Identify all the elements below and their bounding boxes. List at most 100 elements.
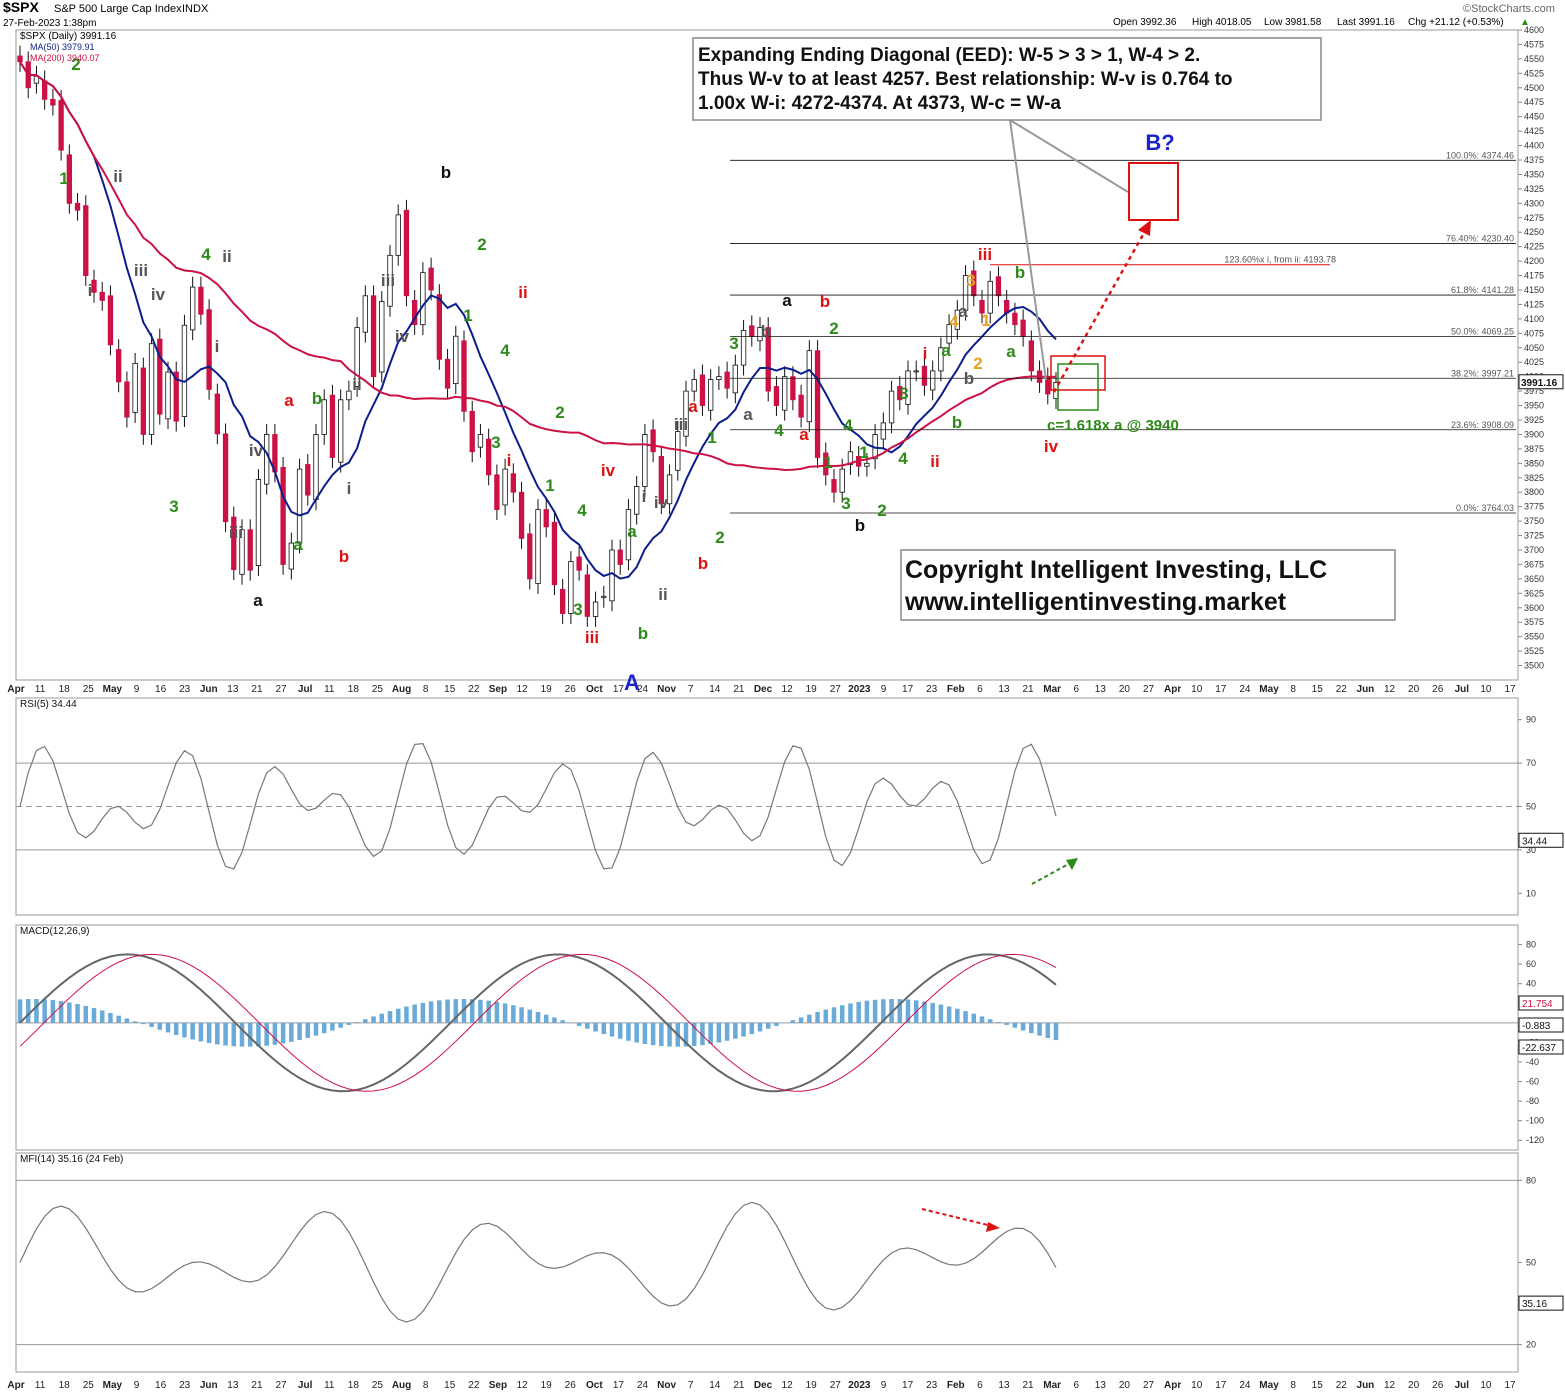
x-axis-label: Jun — [1357, 1380, 1375, 1391]
macd-histogram-bar — [395, 1008, 401, 1023]
candle-body — [1045, 377, 1051, 395]
candle-body — [157, 338, 163, 415]
x-axis-label: 7 — [688, 1380, 694, 1391]
candle-body — [888, 390, 895, 424]
rsi-arrow-line — [1031, 860, 1075, 885]
wave-label: b — [638, 624, 648, 643]
wave-label: 2 — [877, 501, 886, 520]
annotation-line-3: 1.00x W-i: 4272-4374. At 4373, W-c = W-a — [698, 93, 1061, 114]
wave-label: iv — [395, 327, 410, 346]
candle-body — [732, 364, 738, 394]
x-axis-label: 2023 — [848, 684, 871, 695]
candle-body — [412, 299, 418, 326]
candle-body — [494, 474, 500, 510]
annotation-layer: Expanding Ending Diagonal (EED): W-5 > 3… — [20, 31, 1396, 621]
candle-body — [625, 509, 632, 561]
x-axis-label: 10 — [1191, 1380, 1203, 1391]
macd-histogram-bar — [363, 1019, 368, 1023]
candle-body — [42, 80, 48, 100]
price-tick-label: 3500 — [1524, 661, 1544, 671]
macd-histogram-bar — [659, 1022, 664, 1046]
candle-body — [58, 100, 64, 151]
ma50-line — [19, 61, 1057, 580]
x-axis-label: Mar — [1043, 1380, 1061, 1391]
macd-histogram-bar — [667, 1022, 672, 1047]
macd-histogram-bar — [412, 1004, 417, 1023]
wave-label: B? — [1145, 130, 1174, 155]
macd-panel-tick-label: 80 — [1526, 940, 1536, 950]
macd-histogram-bar — [256, 1022, 261, 1047]
rsi-last-label: 34.44 — [1522, 836, 1547, 847]
wave-label: 4 — [843, 416, 853, 435]
x-axis-label: 24 — [1239, 684, 1251, 695]
x-axis-label: 2023 — [848, 1380, 871, 1391]
macd-histogram-bar — [494, 1001, 500, 1023]
macd-histogram-bar — [864, 1000, 870, 1023]
macd-histogram-bar — [790, 1020, 796, 1023]
wave-label: b — [1015, 263, 1025, 282]
x-axis-label: 21 — [251, 1380, 263, 1391]
price-tick-label: 3600 — [1524, 603, 1544, 613]
fib-level-label: 23.6%: 3908.09 — [1451, 420, 1514, 430]
macd-histogram-bar — [305, 1022, 311, 1038]
high-text: High 4018.05 — [1192, 17, 1252, 28]
wave-label: ii — [930, 452, 939, 471]
candle-body — [683, 390, 689, 437]
x-axis-label: Nov — [657, 684, 676, 695]
macd-histogram-bar — [955, 1008, 960, 1023]
candle-body — [403, 209, 410, 297]
macd-histogram-bar — [889, 998, 894, 1023]
price-tick-label: 3675 — [1524, 559, 1544, 569]
fib-level-label: 100.0%: 4374.46 — [1446, 150, 1514, 160]
price-tick-label: 4500 — [1524, 83, 1544, 93]
change-text: Chg +21.12 (+0.53%) — [1408, 17, 1504, 28]
wave-label: 4 — [500, 341, 510, 360]
macd-histogram-bar — [881, 999, 886, 1023]
wave-label: 2 — [477, 235, 486, 254]
x-axis-label: 27 — [1143, 684, 1155, 695]
candle-body — [568, 561, 574, 614]
candle-body — [469, 410, 475, 453]
candle-body — [642, 434, 648, 487]
wave-label: 2 — [829, 319, 838, 338]
candle-body — [280, 466, 286, 565]
x-axis-label: Aug — [392, 684, 411, 695]
x-axis-label: 13 — [227, 684, 239, 695]
x-axis-label: Oct — [586, 1380, 603, 1391]
fib-level-label: 76.40%: 4230.40 — [1446, 234, 1514, 244]
wave-label: 1 — [981, 311, 990, 330]
candle-body — [740, 330, 747, 366]
x-axis-label: 11 — [324, 684, 335, 695]
candle-body — [165, 371, 171, 420]
x-axis-label: 12 — [1384, 1380, 1396, 1391]
macd-histogram-bar — [930, 1002, 935, 1023]
macd-histogram-bar — [445, 999, 450, 1023]
x-axis-label: 10 — [1191, 684, 1203, 695]
candle-body — [477, 434, 484, 448]
macd-last-label: -22.637 — [1522, 1043, 1556, 1054]
x-axis-label: 21 — [733, 684, 745, 695]
candle-body — [510, 473, 516, 493]
price-tick-label: 3800 — [1524, 487, 1544, 497]
macd-panel-tick-label: -60 — [1526, 1077, 1539, 1087]
x-axis-label: 26 — [1432, 1380, 1444, 1391]
x-axis-label: 6 — [977, 684, 983, 695]
price-panel-frame — [15, 29, 1519, 681]
candle-body — [453, 335, 459, 385]
x-axis-label: 21 — [251, 684, 263, 695]
candle-body — [790, 376, 796, 401]
candle-body — [880, 422, 886, 440]
x-axis-label: 9 — [881, 1380, 887, 1391]
wave-label: iv — [1044, 437, 1059, 456]
macd-histogram-bar — [1037, 1022, 1042, 1036]
macd-histogram-bar — [987, 1019, 993, 1023]
x-axis-label: 16 — [155, 1380, 167, 1391]
macd-histogram-bar — [724, 1022, 730, 1041]
macd-histogram-bar — [971, 1013, 977, 1023]
wave-label: iii — [674, 415, 688, 434]
macd-histogram-bar — [1053, 1022, 1059, 1041]
price-tick-label: 4050 — [1524, 343, 1544, 353]
x-axis-label: 7 — [688, 684, 694, 695]
mfi-last-tag — [1518, 1295, 1564, 1311]
price-tick-label: 4325 — [1524, 184, 1544, 194]
